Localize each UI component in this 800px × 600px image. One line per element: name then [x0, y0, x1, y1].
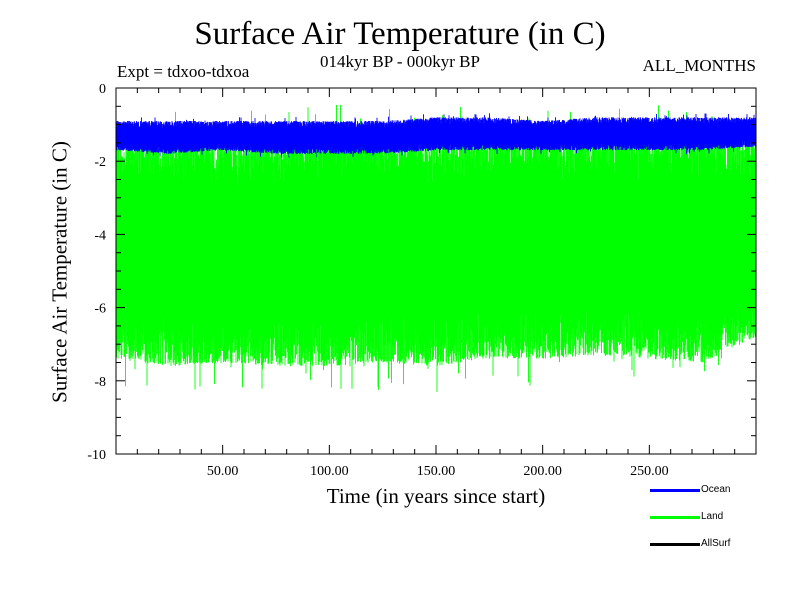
legend-swatch-allsurf [650, 543, 700, 546]
y-tick-label: -4 [94, 228, 106, 243]
x-axis-label: Time (in years since start) [326, 484, 546, 508]
legend-swatch-ocean [650, 489, 700, 492]
x-tick-label: 100.00 [310, 464, 349, 479]
x-tick-label: 150.00 [417, 464, 456, 479]
legend-label-allsurf: AllSurf [701, 538, 731, 549]
legend-swatch-land [650, 516, 700, 519]
chart-title: Surface Air Temperature (in C) [194, 16, 606, 52]
legend-entry-allsurf: AllSurf [650, 537, 790, 551]
y-tick-label: -8 [94, 375, 106, 390]
y-tick-label: -6 [94, 302, 106, 317]
experiment-label: Expt = tdxoo-tdxoa [117, 62, 250, 81]
chart-subtitle: 014kyr BP - 000kyr BP [320, 52, 480, 71]
legend-entry-land: Land [650, 510, 790, 524]
legend-entry-ocean: Ocean [650, 483, 790, 497]
y-axis-label-text: Surface Air Temperature (in C) [47, 141, 72, 403]
x-tick-label: 250.00 [630, 464, 669, 479]
x-tick-label: 50.00 [207, 464, 239, 479]
y-tick-label: -10 [87, 448, 106, 463]
y-tick-label: 0 [99, 82, 106, 97]
x-tick-label: 200.00 [523, 464, 562, 479]
legend-label-land: Land [701, 511, 724, 522]
season-label: ALL_MONTHS [642, 56, 756, 75]
legend-label-ocean: Ocean [701, 484, 731, 495]
y-tick-label: -2 [94, 155, 106, 170]
